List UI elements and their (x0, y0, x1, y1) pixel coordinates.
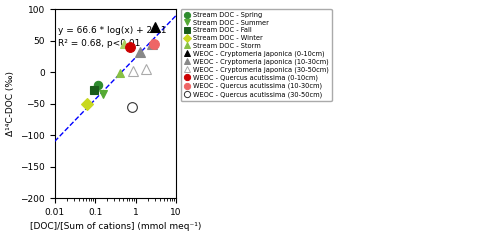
Legend: Stream DOC - Spring, Stream DOC - Summer, Stream DOC - Fall, Stream DOC - Winter: Stream DOC - Spring, Stream DOC - Summer… (180, 9, 332, 101)
X-axis label: [DOC]/[Sum of cations] (mmol meq⁻¹): [DOC]/[Sum of cations] (mmol meq⁻¹) (30, 223, 201, 232)
Y-axis label: Δ¹⁴C-DOC (‰): Δ¹⁴C-DOC (‰) (6, 71, 15, 136)
Text: R² = 0.68, p<0.01: R² = 0.68, p<0.01 (58, 39, 140, 48)
Text: y = 66.6 * log(x) + 23.1: y = 66.6 * log(x) + 23.1 (58, 26, 166, 35)
